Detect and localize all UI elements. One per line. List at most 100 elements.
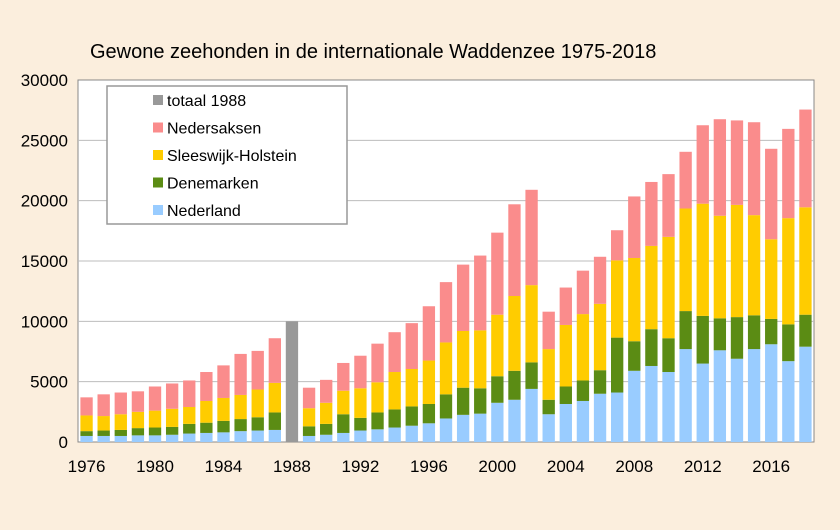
bar-segment-nedersaksen xyxy=(337,362,350,391)
bar-segment-nedersaksen xyxy=(696,125,709,204)
bar-segment-sleeswijk-holstein xyxy=(80,415,93,432)
y-tick-label: 25000 xyxy=(21,131,68,150)
bar-segment-nedersaksen xyxy=(662,174,675,237)
bar-segment-nedersaksen xyxy=(713,119,727,216)
bar-segment-nedersaksen xyxy=(165,383,179,409)
bar-segment-denemarken xyxy=(611,337,624,393)
bar-segment-nederland xyxy=(696,363,709,442)
bar-segment-nedersaksen xyxy=(747,122,761,216)
bar-segment-nedersaksen xyxy=(183,380,196,408)
bar-segment-sleeswijk-holstein xyxy=(747,215,761,316)
x-tick-label: 1980 xyxy=(136,457,174,476)
bar-segment-nedersaksen xyxy=(148,386,162,411)
bar-segment-denemarken xyxy=(165,426,179,435)
bars xyxy=(80,109,812,442)
bar-segment-nederland xyxy=(405,425,418,442)
y-tick-label: 0 xyxy=(59,433,68,452)
y-tick-label: 10000 xyxy=(21,312,68,331)
y-tick-label: 5000 xyxy=(30,373,68,392)
bar-segment-denemarken xyxy=(491,376,504,403)
bar-segment-sleeswijk-holstein xyxy=(217,397,230,421)
bar-segment-nederland xyxy=(131,435,145,442)
bar-segment-sleeswijk-holstein xyxy=(354,388,367,418)
bar-segment-sleeswijk-holstein xyxy=(491,314,504,377)
bar-segment-denemarken xyxy=(474,388,487,414)
bar-segment-nederland xyxy=(268,429,281,442)
x-tick-label: 2004 xyxy=(547,457,585,476)
bar-segment-sleeswijk-holstein xyxy=(302,408,316,427)
bar-segment-nedersaksen xyxy=(80,397,93,416)
bar-segment-sleeswijk-holstein xyxy=(422,360,436,404)
bar-segment-denemarken xyxy=(747,315,761,350)
bar-segment-nederland xyxy=(628,370,641,442)
y-tick-label: 20000 xyxy=(21,192,68,211)
bar-segment-denemarken xyxy=(713,318,727,351)
legend-swatch xyxy=(153,95,163,105)
x-tick-label: 1996 xyxy=(410,457,448,476)
bar-segment-denemarken xyxy=(80,431,93,436)
bar-segment-nederland xyxy=(354,430,367,442)
bar-segment-nederland xyxy=(148,435,162,442)
bar-segment-nederland xyxy=(782,361,795,442)
bar-segment-sleeswijk-holstein xyxy=(559,324,572,387)
bar-segment-nederland xyxy=(508,399,521,442)
legend-label: Denemarken xyxy=(167,176,259,193)
bar-segment-nederland xyxy=(234,431,247,442)
legend: totaal 1988 Nedersaksen Sleeswijk-Holstein… xyxy=(106,85,348,225)
bar-segment-denemarken xyxy=(782,324,795,362)
bar-segment-denemarken xyxy=(576,380,590,401)
bar-segment-denemarken xyxy=(799,314,812,347)
legend-swatch xyxy=(153,177,163,188)
bar-segment-denemarken xyxy=(97,430,110,436)
bar-segment-sleeswijk-holstein xyxy=(645,245,658,330)
bar-segment-sleeswijk-holstein xyxy=(183,407,196,424)
bar-segment-nedersaksen xyxy=(611,230,624,261)
bar-segment-nedersaksen xyxy=(456,264,470,331)
bar-segment-denemarken xyxy=(542,399,555,415)
bar-segment-nederland xyxy=(183,433,196,442)
bar-segment-sleeswijk-holstein xyxy=(97,416,110,431)
bar-segment-nedersaksen xyxy=(559,287,572,325)
bar-segment-nedersaksen xyxy=(97,394,110,417)
bar-segment-denemarken xyxy=(662,338,675,373)
bar-segment-nedersaksen xyxy=(268,338,281,383)
bar-segment-denemarken xyxy=(371,412,384,430)
bar-segment-sleeswijk-holstein xyxy=(114,414,127,430)
bar-segment-nederland xyxy=(439,418,453,442)
bar-segment-nederland xyxy=(251,430,264,442)
bar-segment-nedersaksen xyxy=(405,323,418,369)
axes: 0 5000 10000 15000 20000 25000 30000 1976 1980 19… xyxy=(21,71,790,476)
bar-segment-nederland xyxy=(422,423,436,442)
bar-segment-sleeswijk-holstein xyxy=(765,239,778,319)
bar-segment-denemarken xyxy=(405,406,418,426)
bar-segment-nedersaksen xyxy=(542,311,555,350)
bar-segment-nederland xyxy=(559,403,572,442)
bar-segment-nedersaksen xyxy=(628,196,641,258)
bar-segment-sleeswijk-holstein xyxy=(131,411,145,429)
bar-segment-nedersaksen xyxy=(508,204,521,296)
bar-segment-nedersaksen xyxy=(320,379,333,403)
bar-segment-nedersaksen xyxy=(251,350,264,390)
bar-segment-nedersaksen xyxy=(354,355,367,389)
bar-segment-sleeswijk-holstein xyxy=(679,208,692,312)
bar-segment-nedersaksen xyxy=(234,353,247,395)
bar-segment-nederland xyxy=(645,365,658,442)
legend-swatch xyxy=(153,150,163,160)
bar-segment-sleeswijk-holstein xyxy=(371,382,384,413)
bar-segment-denemarken xyxy=(251,417,264,431)
bar-segment-denemarken xyxy=(765,318,778,345)
bar-segment-sleeswijk-holstein xyxy=(388,372,401,410)
bar-segment-sleeswijk-holstein xyxy=(662,236,675,339)
bar-segment-nedersaksen xyxy=(593,256,607,304)
legend-label: totaal 1988 xyxy=(167,93,246,110)
bar-segment-sleeswijk-holstein xyxy=(200,400,213,423)
x-tick-label: 2000 xyxy=(478,457,516,476)
bar-segment-denemarken xyxy=(200,422,213,433)
bar-segment-nederland xyxy=(80,435,93,442)
bar-segment-nedersaksen xyxy=(525,189,538,286)
bar-segment-denemarken xyxy=(593,370,607,394)
bar-segment-denemarken xyxy=(679,311,692,350)
bar-segment-sleeswijk-holstein xyxy=(593,303,607,371)
bar-segment-sleeswijk-holstein xyxy=(696,203,709,316)
